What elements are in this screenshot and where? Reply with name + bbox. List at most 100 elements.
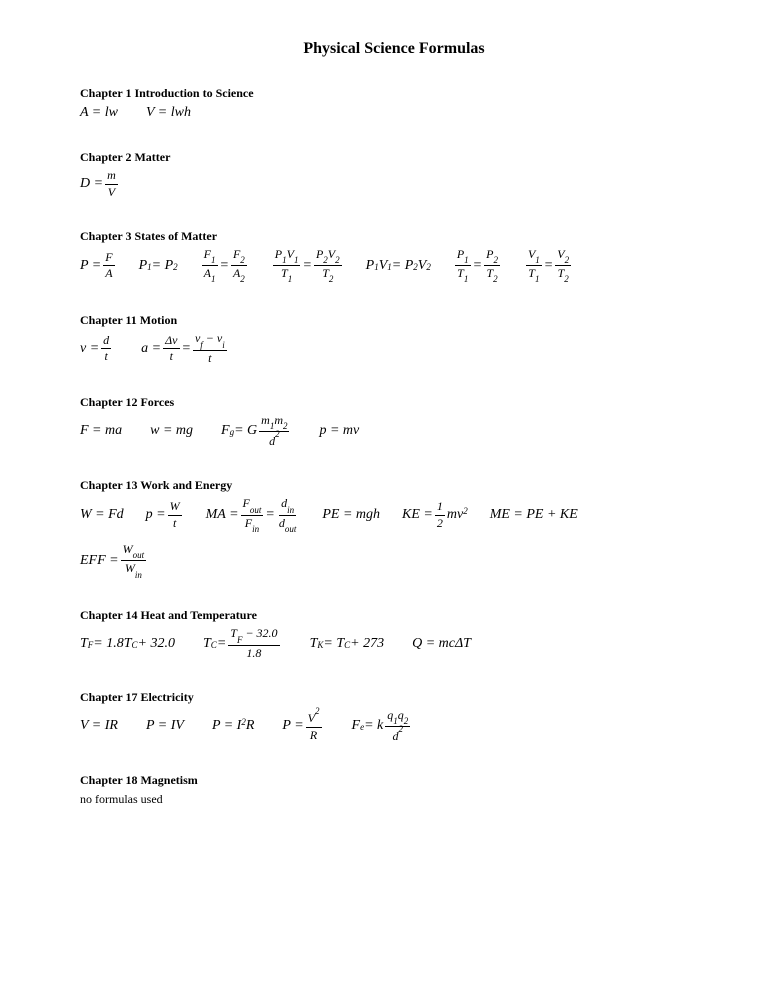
- den: Fin: [243, 516, 261, 533]
- in: in: [135, 570, 142, 580]
- s: 1: [288, 274, 293, 284]
- s1: 1: [270, 421, 275, 431]
- F: F: [352, 718, 361, 733]
- lhs: P =: [282, 718, 303, 733]
- out: out: [285, 524, 297, 534]
- chapter-11-heading: Chapter 11 Motion: [80, 313, 708, 328]
- eq: =: [473, 258, 482, 273]
- n: F: [204, 247, 211, 261]
- T: T: [230, 626, 237, 640]
- lhs: MA =: [206, 507, 239, 522]
- num: d: [101, 334, 111, 349]
- fracA: Fout Fin: [241, 497, 264, 533]
- num: Wout: [121, 543, 147, 561]
- eq: =: [302, 258, 311, 273]
- formula-work: W = Fd: [80, 507, 124, 522]
- formula-tc: TC = TF − 32.0 1.8: [203, 627, 282, 659]
- den: A1: [202, 266, 218, 283]
- den: dout: [277, 516, 299, 533]
- formula-momentum: p = mv: [319, 423, 359, 438]
- sq: 2: [241, 718, 246, 728]
- F: F: [237, 635, 243, 645]
- tail: = 1.8T: [93, 636, 131, 651]
- s2: 1: [294, 255, 299, 265]
- formula-eff: EFF = Wout Win: [80, 543, 148, 579]
- s: 1: [464, 274, 469, 284]
- s: 1: [535, 274, 540, 284]
- n: V: [557, 247, 564, 261]
- den: Win: [123, 561, 144, 578]
- tail: − 32.0: [242, 626, 277, 640]
- formula-gravity: Fg = G m1m2 d2: [221, 414, 291, 448]
- fracR: P2V2 T2: [314, 248, 342, 284]
- s2: 2: [413, 263, 418, 273]
- chapter-17: Chapter 17 Electricity V = IR P = IV P =…: [80, 690, 708, 743]
- formula-heat: Q = mcΔT: [412, 636, 471, 651]
- vs: 1: [387, 263, 392, 273]
- out: out: [133, 550, 145, 560]
- sf: f: [200, 340, 203, 350]
- s: 2: [493, 274, 498, 284]
- e: e: [360, 723, 364, 733]
- formula-velocity: v = d t: [80, 334, 113, 363]
- minus: − v: [203, 331, 222, 345]
- formula-coulomb: Fe = k q1q2 d2: [352, 709, 413, 743]
- num: 1: [435, 500, 445, 515]
- d: d: [279, 516, 285, 530]
- chapter-17-heading: Chapter 17 Electricity: [80, 690, 708, 705]
- s2: 2: [173, 263, 178, 273]
- frac2: vf − vi t: [193, 332, 227, 364]
- num: Δv: [163, 334, 179, 349]
- den: t: [103, 349, 110, 363]
- frac: F A: [103, 251, 114, 280]
- num: vf − vi: [193, 332, 227, 350]
- den: t: [168, 349, 175, 363]
- formula-power-iv: P = IV: [146, 718, 184, 733]
- g: g: [230, 428, 235, 438]
- d: T: [457, 266, 464, 280]
- den: 1.8: [244, 646, 263, 660]
- s: 2: [493, 255, 498, 265]
- s: 2: [564, 274, 569, 284]
- tail2: + 32.0: [138, 636, 175, 651]
- formula-charles: V1 T1 = V2 T2: [524, 248, 573, 284]
- p: P: [366, 258, 375, 273]
- d: T: [322, 266, 329, 280]
- formula-ohm: V = IR: [80, 718, 118, 733]
- fracL: F1 A1: [202, 248, 218, 284]
- num: F2: [231, 248, 247, 266]
- formula-pe: PE = mgh: [322, 507, 380, 522]
- n2: V: [287, 247, 294, 261]
- lhs: D =: [80, 176, 103, 191]
- den: T1: [279, 266, 294, 283]
- q2: q: [398, 708, 404, 722]
- f: F: [221, 423, 230, 438]
- num: V2: [555, 248, 571, 266]
- out: out: [250, 505, 262, 515]
- p: P = I: [212, 718, 241, 733]
- sq: 2: [399, 724, 404, 734]
- num: F1: [202, 248, 218, 266]
- formula-density: D = m V: [80, 169, 120, 198]
- eq: =: [182, 341, 191, 356]
- m2: m: [274, 413, 283, 427]
- eq: =: [544, 258, 553, 273]
- formula-ma: MA = Fout Fin = din dout: [206, 497, 301, 533]
- chapter-1-heading: Chapter 1 Introduction to Science: [80, 86, 708, 101]
- lhs: v =: [80, 341, 99, 356]
- formula-f1a1: F1 A1 = F2 A2: [200, 248, 249, 284]
- s: 2: [565, 255, 570, 265]
- formula-me: ME = PE + KE: [490, 507, 578, 522]
- chapter-12: Chapter 12 Forces F = ma w = mg Fg = G m…: [80, 395, 708, 448]
- W: W: [125, 561, 135, 575]
- sq: 2: [275, 429, 280, 439]
- formula-pressure: P = F A: [80, 251, 117, 280]
- s: 2: [240, 274, 245, 284]
- chapter-2-heading: Chapter 2 Matter: [80, 150, 708, 165]
- den: V: [106, 185, 117, 199]
- ch18-note: no formulas used: [80, 792, 708, 807]
- eq: =: [265, 507, 274, 522]
- W: W: [123, 542, 133, 556]
- formula-power-i2r: P = I2R: [212, 718, 254, 733]
- eq: = P: [392, 258, 414, 273]
